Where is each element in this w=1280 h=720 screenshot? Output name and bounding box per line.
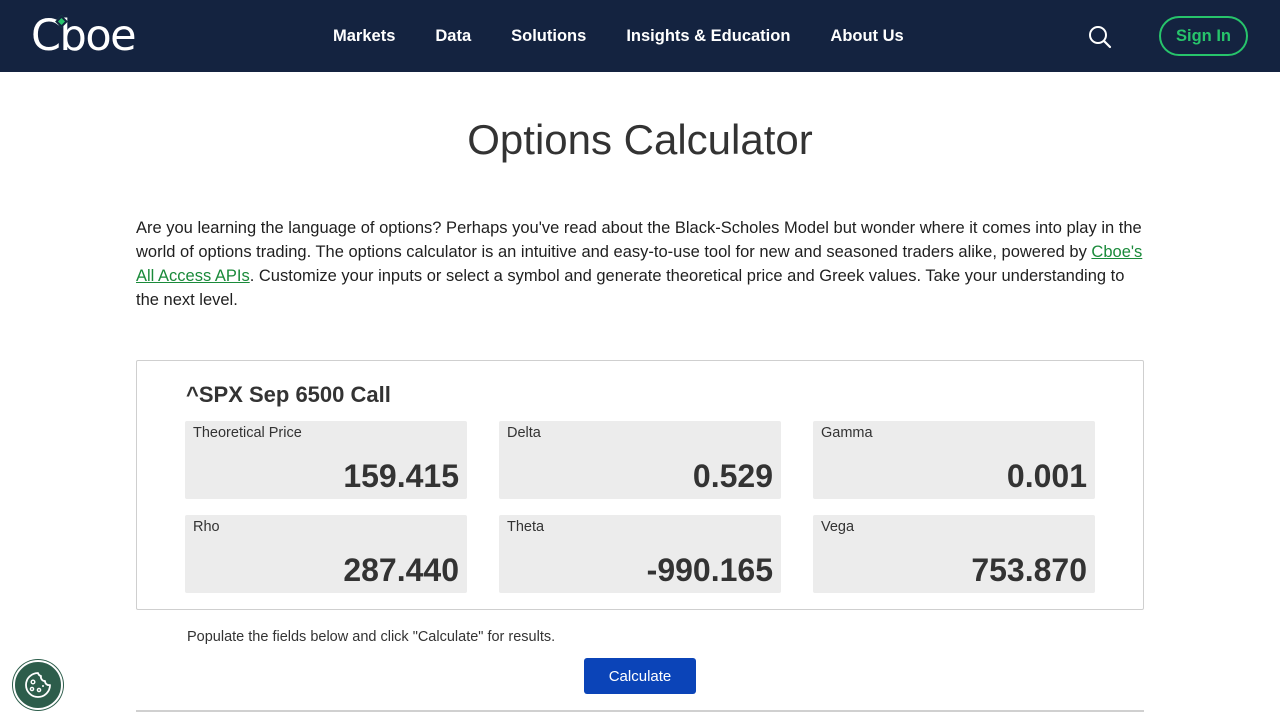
option-symbol-title: ^SPX Sep 6500 Call: [186, 382, 391, 407]
metric-label: Delta: [507, 425, 541, 441]
metric-label: Rho: [193, 519, 220, 535]
cboe-logo[interactable]: Cboe: [31, 11, 137, 61]
nav-insights-education[interactable]: Insights & Education: [626, 27, 791, 45]
metric-label: Theoretical Price: [193, 425, 302, 441]
metric-theoretical-price: Theoretical Price 159.415: [185, 421, 467, 499]
metric-gamma: Gamma 0.001: [813, 421, 1095, 499]
intro-text-after: . Customize your inputs or select a symb…: [136, 267, 1125, 309]
metric-label: Theta: [507, 519, 545, 535]
metric-value: 159.415: [343, 458, 459, 494]
metric-value: 287.440: [343, 552, 459, 588]
results-card: ^SPX Sep 6500 Call Theoretical Price 159…: [136, 360, 1144, 610]
calculate-button[interactable]: Calculate: [584, 658, 696, 694]
search-icon[interactable]: [1088, 25, 1112, 49]
section-divider: [136, 710, 1144, 712]
all-access-apis-link[interactable]: Cboe's All Access APIs: [136, 243, 1143, 285]
form-hint: Populate the fields below and click "Cal…: [187, 629, 556, 645]
metric-value: -990.165: [646, 552, 773, 588]
metric-vega: Vega 753.870: [813, 515, 1095, 593]
metric-theta: Theta -990.165: [499, 515, 781, 593]
intro-paragraph: Are you learning the language of options…: [136, 216, 1146, 312]
logo-text: Cboe: [31, 11, 137, 61]
cookie-icon: [25, 672, 51, 698]
metric-delta: Delta 0.529: [499, 421, 781, 499]
main-nav: Markets Data Solutions Insights & Educat…: [333, 0, 944, 72]
nav-solutions[interactable]: Solutions: [511, 27, 587, 45]
intro-text-before: Are you learning the language of options…: [136, 219, 1142, 261]
cookie-settings-button[interactable]: [13, 660, 63, 710]
nav-about-us[interactable]: About Us: [830, 27, 904, 45]
nav-markets[interactable]: Markets: [333, 27, 396, 45]
metric-label: Vega: [821, 519, 855, 535]
sign-in-button[interactable]: Sign In: [1159, 16, 1248, 56]
page-title: Options Calculator: [467, 116, 813, 163]
metric-value: 753.870: [971, 552, 1087, 588]
metric-value: 0.529: [692, 458, 773, 494]
metric-label: Gamma: [821, 425, 873, 441]
nav-data[interactable]: Data: [435, 27, 472, 45]
top-navbar: Cboe Markets Data Solutions Insights & E…: [0, 0, 1280, 72]
metric-rho: Rho 287.440: [185, 515, 467, 593]
metric-value: 0.001: [1006, 458, 1087, 494]
